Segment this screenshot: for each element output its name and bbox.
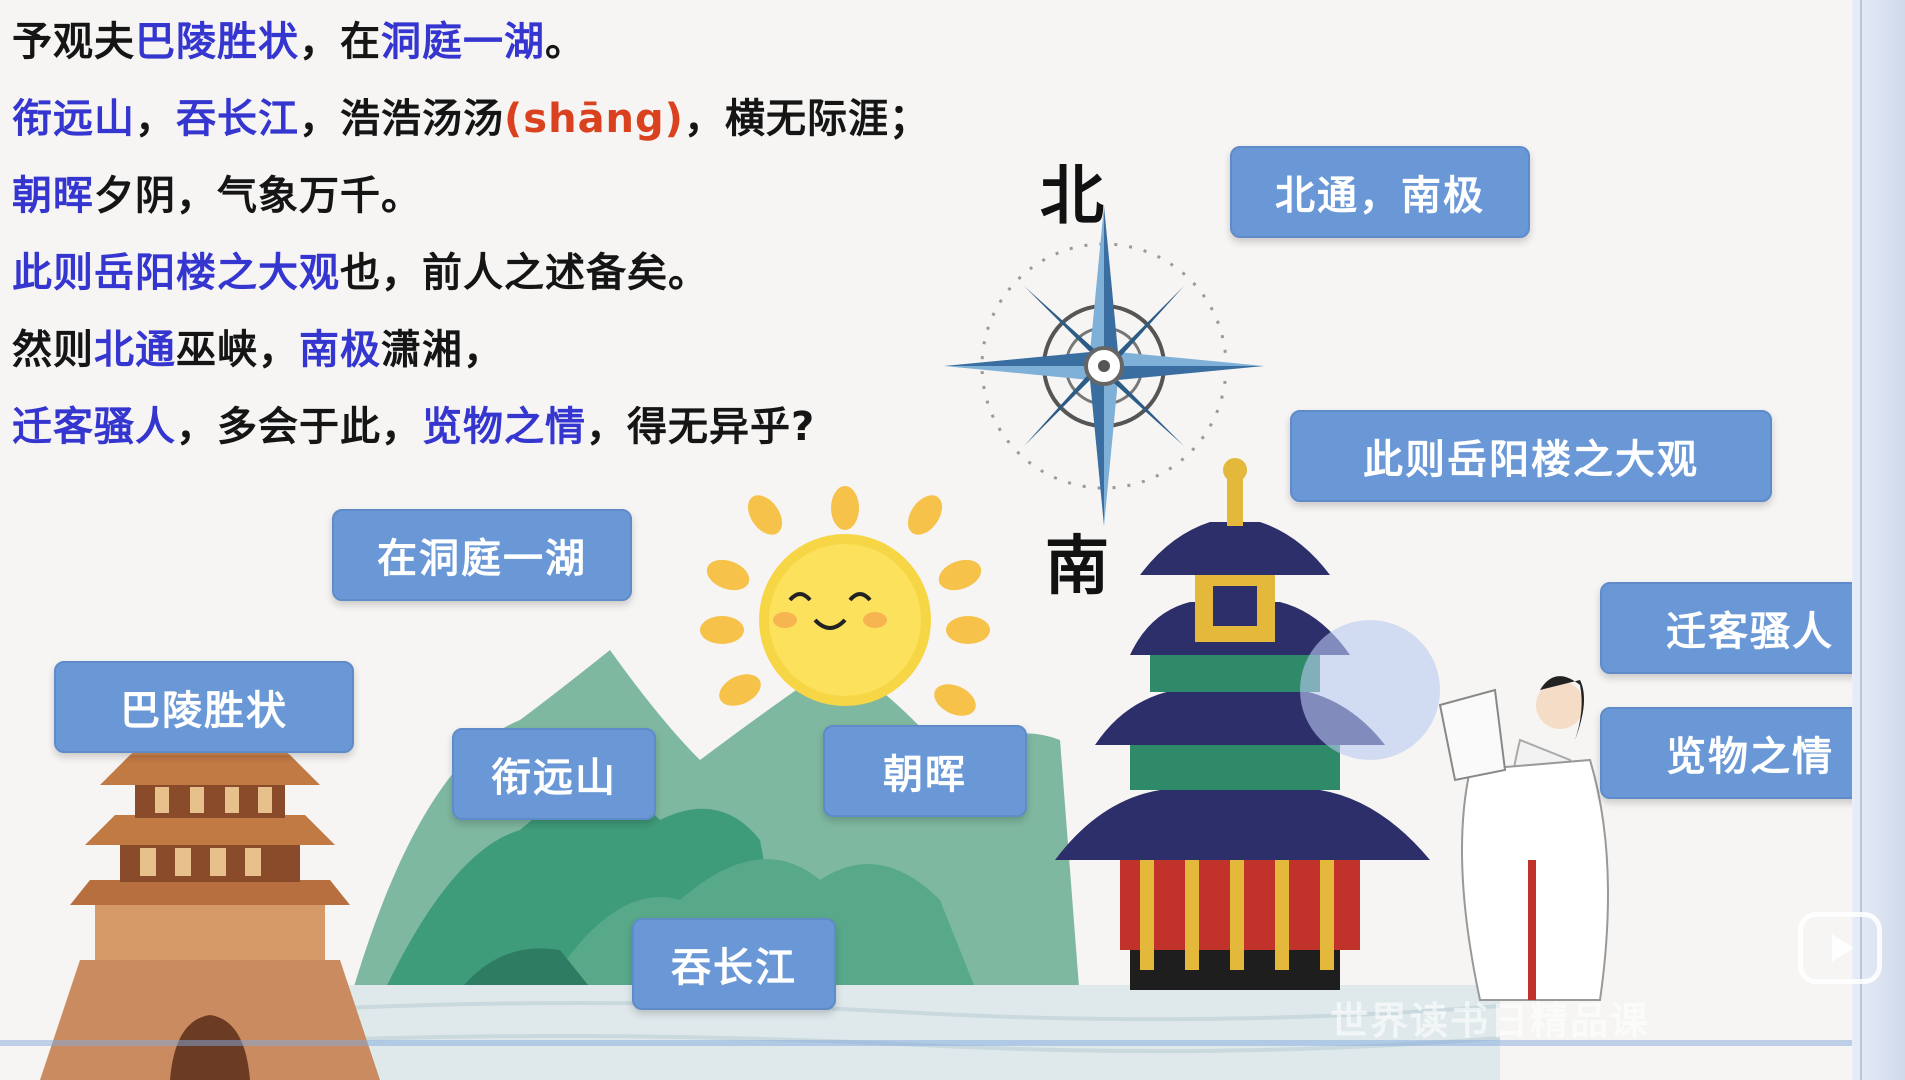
- highlight-xianyuan: 衔远山: [12, 96, 135, 142]
- button-beitong-nanji[interactable]: 北通，南极: [1230, 146, 1530, 238]
- highlight-nanji: 南极: [299, 327, 381, 373]
- button-dongting[interactable]: 在洞庭一湖: [332, 509, 632, 601]
- scholar-illustration: [1438, 676, 1609, 1001]
- poem-text: 予观夫巴陵胜状，在洞庭一湖。 衔远山，吞长江，浩浩汤汤(shāng)，横无际涯；…: [12, 12, 930, 474]
- highlight-daguan: 此则岳阳楼之大观: [12, 250, 340, 296]
- highlight-beitong: 北通: [94, 327, 176, 373]
- highlight-dongting: 洞庭一湖: [381, 19, 545, 65]
- button-zhaohui[interactable]: 朝晖: [823, 725, 1027, 817]
- poem-line-6: 迁客骚人，多会于此，览物之情，得无异乎?: [12, 404, 816, 450]
- progress-bar: [0, 1040, 1852, 1046]
- poem-line-4: 此则岳阳楼之大观也，前人之述备矣。: [12, 250, 709, 296]
- highlight-qianke: 迁客骚人: [12, 404, 176, 450]
- poem-line-1: 予观夫巴陵胜状，在洞庭一湖。: [12, 19, 586, 65]
- button-tunchang[interactable]: 吞长江: [632, 918, 836, 1010]
- button-xianyuan[interactable]: 衔远山: [452, 728, 656, 820]
- pinyin-annotation: (shāng): [504, 96, 684, 142]
- button-baling[interactable]: 巴陵胜状: [54, 661, 354, 753]
- compass-north-label: 北: [1040, 160, 1104, 234]
- tower-left-illustration: [40, 722, 380, 1080]
- highlight-baling: 巴陵胜状: [135, 19, 299, 65]
- highlight-lanwu: 览物之情: [422, 404, 586, 450]
- background-illustration: [40, 206, 1609, 1080]
- watermark-text: 世界读书日精品课: [1330, 999, 1651, 1043]
- poem-line-3: 朝晖夕阴，气象万千。: [12, 173, 422, 219]
- pagoda-illustration: [1055, 458, 1440, 990]
- sun-icon: [700, 486, 990, 716]
- slide-canvas: 予观夫巴陵胜状，在洞庭一湖。 衔远山，吞长江，浩浩汤汤(shāng)，横无际涯；…: [0, 12, 1852, 1080]
- poem-line-5: 然则北通巫峡，南极潇湘，: [12, 327, 504, 373]
- poem-line-2: 衔远山，吞长江，浩浩汤汤(shāng)，横无际涯；: [12, 96, 930, 142]
- highlight-zhaohui: 朝晖: [12, 173, 94, 219]
- button-lanwu[interactable]: 览物之情: [1600, 707, 1852, 799]
- compass-south-label: 南: [1045, 530, 1109, 604]
- play-button[interactable]: [1798, 912, 1882, 984]
- highlight-tunchang: 吞长江: [176, 96, 299, 142]
- button-qianke[interactable]: 迁客骚人: [1600, 582, 1852, 674]
- right-edge-panel: [1852, 0, 1905, 1080]
- compass-icon: [944, 206, 1264, 526]
- button-daguan[interactable]: 此则岳阳楼之大观: [1290, 410, 1772, 502]
- play-icon: [1832, 934, 1854, 962]
